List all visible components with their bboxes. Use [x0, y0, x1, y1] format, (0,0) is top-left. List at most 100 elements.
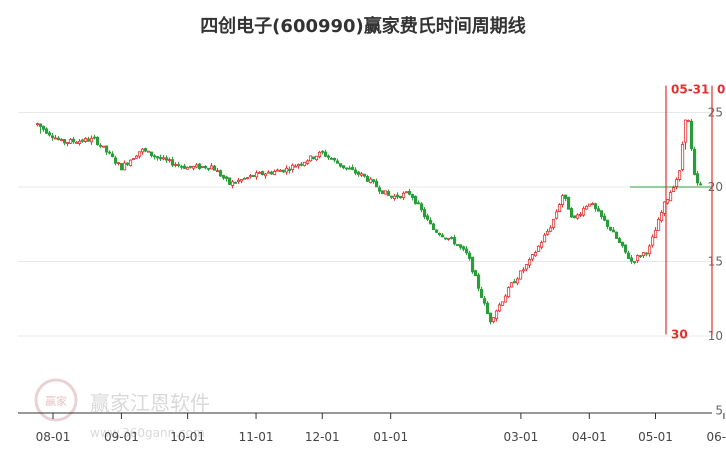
- candle-body: [641, 252, 646, 257]
- candle-body: [143, 148, 148, 152]
- y-tick-label: 5: [715, 404, 723, 418]
- candle-body: [362, 173, 367, 177]
- candle-body: [203, 165, 208, 169]
- x-tick-label: 06-01: [706, 430, 726, 444]
- x-tick-label: 05-01: [638, 430, 673, 444]
- candle-body: [686, 120, 691, 123]
- candle-body: [473, 270, 478, 277]
- candle-body: [119, 163, 124, 171]
- candle-body: [470, 256, 475, 273]
- candle-body: [293, 165, 298, 168]
- candle-body: [74, 142, 79, 144]
- candle-body: [626, 252, 631, 259]
- candle-body: [65, 142, 70, 144]
- candle-body: [98, 144, 103, 147]
- candle-body: [509, 282, 514, 288]
- candle-body: [44, 128, 49, 134]
- candle-body: [659, 212, 664, 222]
- candle-body: [110, 153, 115, 158]
- candle-body: [101, 145, 106, 148]
- candle-body: [176, 164, 181, 166]
- candle-body: [425, 215, 430, 220]
- candle-body: [215, 170, 220, 173]
- candle-body: [665, 199, 670, 204]
- candle-body: [419, 203, 424, 211]
- candle-body: [452, 237, 457, 245]
- candle-body: [596, 208, 601, 212]
- candle-body: [140, 148, 145, 153]
- candle-body: [275, 169, 280, 172]
- candle-body: [569, 208, 574, 218]
- candle-body: [602, 215, 607, 221]
- candle-body: [191, 166, 196, 169]
- y-tick-label: 15: [708, 255, 723, 269]
- candle-body: [197, 163, 202, 169]
- candle-body: [230, 181, 235, 186]
- candle-body: [326, 155, 331, 158]
- candle-body: [695, 173, 700, 184]
- candle-body: [170, 159, 175, 166]
- candle-body: [536, 245, 541, 252]
- candle-body: [635, 255, 640, 261]
- candle-body: [437, 232, 442, 236]
- candle-body: [158, 157, 163, 160]
- candle-body: [647, 245, 652, 255]
- candle-body: [71, 138, 76, 143]
- candle-body: [353, 169, 358, 174]
- candle-body: [620, 241, 625, 247]
- candle-body: [566, 196, 571, 210]
- candle-body: [248, 175, 253, 178]
- candle-body: [677, 170, 682, 180]
- candle-body: [557, 204, 562, 212]
- candle-body: [323, 151, 328, 157]
- candle-body: [638, 255, 643, 258]
- candle-body: [446, 237, 451, 240]
- candle-body: [500, 301, 505, 306]
- x-tick-label: 12-01: [305, 430, 340, 444]
- candle-body: [278, 170, 283, 172]
- candle-body: [407, 190, 412, 195]
- candle-body: [563, 194, 568, 199]
- candle-body: [482, 298, 487, 304]
- candle-body: [338, 163, 343, 167]
- candle-body: [218, 170, 223, 177]
- candle-body: [41, 125, 46, 130]
- candle-body: [356, 171, 361, 175]
- candle-body: [512, 281, 517, 284]
- watermark: 赢家 赢家江恩软件 www.360gann.com: [34, 378, 210, 440]
- axes: 08-01 09-01 10-01 11-01 12-01 01-01 03-01 04-01…: [18, 412, 726, 444]
- candle-body: [302, 161, 307, 166]
- candle-body: [488, 312, 493, 323]
- candle-body: [542, 234, 547, 243]
- candle-body: [590, 203, 595, 206]
- candle-body: [521, 269, 526, 272]
- candle-body: [458, 244, 463, 248]
- candle-body: [284, 167, 289, 173]
- x-tick-label: 03-01: [503, 430, 538, 444]
- cycle-bottom-label: 30: [671, 328, 688, 342]
- candle-body: [539, 242, 544, 248]
- candle-body: [281, 169, 286, 173]
- cycle-lines: 05-31 30 0: [665, 83, 725, 342]
- candle-body: [206, 167, 211, 170]
- candle-body: [668, 192, 673, 202]
- candle-body: [239, 179, 244, 182]
- candle-body: [572, 215, 577, 219]
- candle-body: [125, 162, 130, 165]
- candle-body: [53, 137, 58, 140]
- candle-body: [392, 195, 397, 199]
- chart-title: 四创电子(600990)赢家费氏时间周期线: [200, 16, 526, 37]
- candle-body: [194, 164, 199, 168]
- candle-body: [221, 175, 226, 179]
- candle-body: [182, 165, 187, 169]
- watermark-logo-text: 赢家: [45, 394, 67, 408]
- candle-body: [497, 304, 502, 312]
- candle-body: [623, 244, 628, 253]
- candle-body: [290, 164, 295, 170]
- candle-body: [164, 157, 169, 161]
- candle-body: [167, 159, 172, 161]
- candle-body: [515, 278, 520, 284]
- candle-body: [287, 168, 292, 171]
